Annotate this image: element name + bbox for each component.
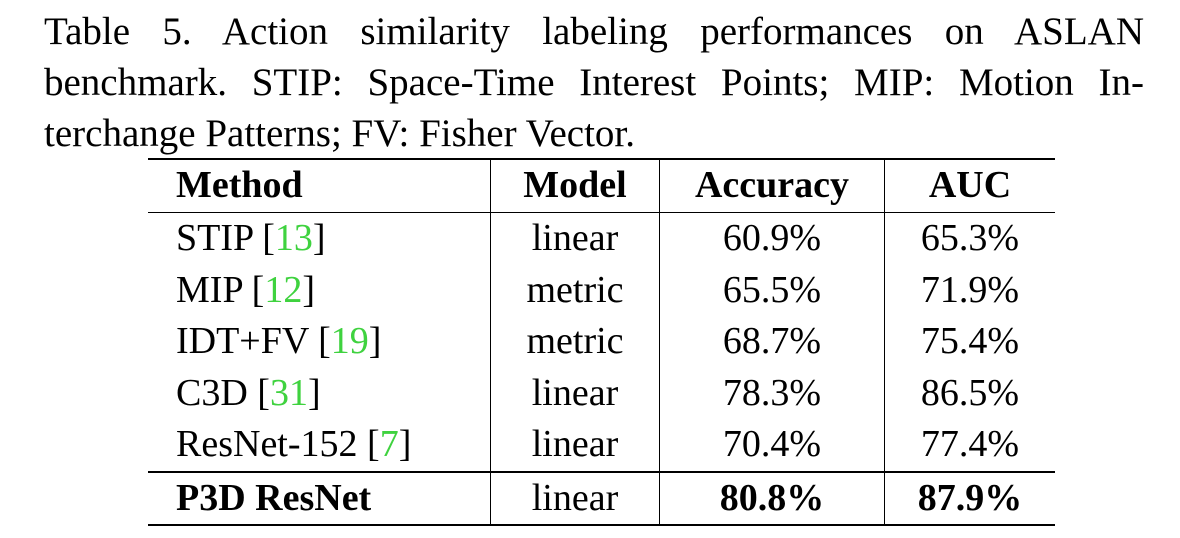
method-cell: C3D [31]: [148, 368, 491, 420]
results-table: Method Model Accuracy AUC STIP [13] line…: [148, 158, 1055, 526]
method-name: ResNet-152: [176, 423, 358, 465]
accuracy-cell: 70.4%: [659, 419, 885, 472]
table-row: IDT+FV [19] metric 68.7% 75.4%: [148, 316, 1055, 368]
model-cell: linear: [490, 212, 660, 265]
bracket: ]: [398, 423, 412, 465]
bracket: ]: [302, 268, 315, 311]
citation-link[interactable]: 19: [330, 320, 369, 362]
method-name: STIP: [176, 217, 253, 259]
auc-cell: 86.5%: [884, 367, 1055, 419]
model-cell: metric: [490, 316, 660, 368]
accuracy-cell: 78.3%: [659, 367, 885, 419]
bracket: [: [257, 371, 270, 414]
table-row: STIP [13] linear 60.9% 65.3%: [148, 212, 1055, 265]
accuracy-cell: 68.7%: [659, 316, 885, 368]
method-name: IDT+FV: [176, 320, 309, 362]
citation-link[interactable]: 13: [274, 217, 313, 259]
auc-cell: 71.9%: [884, 264, 1055, 316]
bracket: ]: [312, 217, 326, 259]
bracket: ]: [307, 371, 321, 414]
model-cell: linear: [490, 470, 660, 526]
method-cell: P3D ResNet: [148, 470, 491, 526]
auc-cell: 75.4%: [884, 316, 1055, 368]
caption-line: terchange Patterns; FV: Fisher Vector.: [44, 112, 636, 155]
citation-link[interactable]: 12: [264, 268, 303, 311]
table-header-row: Method Model Accuracy AUC: [148, 158, 1055, 213]
model-cell: metric: [490, 264, 660, 316]
header-method: Method: [148, 158, 491, 213]
bracket: [: [318, 320, 331, 362]
method-cell: MIP [12]: [148, 265, 491, 317]
method-cell: STIP [13]: [148, 213, 491, 265]
table-row: ResNet-152 [7] linear 70.4% 77.4%: [148, 419, 1055, 472]
header-auc: AUC: [884, 158, 1055, 213]
table-row-final: P3D ResNet linear 80.8% 87.9%: [148, 470, 1055, 526]
caption-line: benchmark. STIP: Space-Time Interest Poi…: [44, 61, 1144, 104]
header-model: Model: [490, 158, 660, 213]
auc-cell: 87.9%: [884, 470, 1055, 526]
bracket: ]: [368, 320, 382, 362]
table-caption: Table 5. Action similarity labeling perf…: [44, 6, 1144, 159]
method-name: C3D: [176, 371, 248, 414]
method-cell: ResNet-152 [7]: [148, 419, 491, 472]
auc-cell: 77.4%: [884, 419, 1055, 472]
model-cell: linear: [490, 367, 660, 419]
accuracy-cell: 80.8%: [659, 470, 885, 526]
header-accuracy: Accuracy: [659, 158, 885, 213]
bracket: [: [367, 423, 380, 465]
citation-link[interactable]: 31: [269, 371, 308, 414]
method-cell: IDT+FV [19]: [148, 316, 491, 368]
caption-line: Table 5. Action similarity labeling perf…: [44, 10, 1144, 53]
table-row: C3D [31] linear 78.3% 86.5%: [148, 367, 1055, 420]
accuracy-cell: 60.9%: [659, 212, 885, 265]
bracket: [: [262, 217, 275, 259]
bracket: [: [251, 268, 265, 311]
auc-cell: 65.3%: [884, 212, 1055, 265]
table-row: MIP [12] metric 65.5% 71.9%: [148, 264, 1055, 317]
citation-link[interactable]: 7: [379, 423, 399, 465]
model-cell: linear: [490, 419, 660, 472]
method-name: MIP: [176, 268, 243, 311]
accuracy-cell: 65.5%: [659, 264, 885, 316]
